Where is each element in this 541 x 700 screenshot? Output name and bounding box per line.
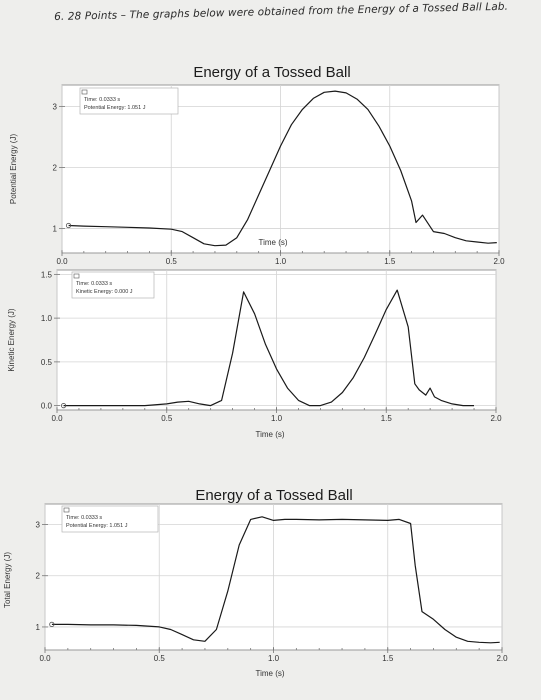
x-tick-label: 1.0 bbox=[268, 654, 280, 663]
info-box-icon bbox=[81, 89, 88, 95]
y-axis-title: Potential Energy (J) bbox=[9, 134, 18, 205]
info-line-value: Potential Energy: 1.051 J bbox=[66, 523, 128, 529]
x-axis-title: Time (s) bbox=[255, 669, 284, 678]
y-axis-title: Kinetic Energy (J) bbox=[7, 308, 16, 371]
axis-ticks bbox=[42, 524, 503, 653]
x-tick-label: 2.0 bbox=[493, 257, 505, 266]
x-tick-label: 1.5 bbox=[384, 257, 396, 266]
y-tick-label: 3 bbox=[36, 520, 41, 529]
tick-labels: 1 2 3 0.0 0.5 1.0 1.5 2.0 bbox=[36, 520, 509, 663]
info-box: Time: 0.0333 s Kinetic Energy: 0.000 J bbox=[71, 271, 155, 299]
start-point-marker bbox=[49, 621, 55, 627]
x-tick-label: 0.0 bbox=[39, 654, 51, 663]
x-tick-label: 0.5 bbox=[166, 257, 178, 266]
info-box: Time: 0.0333 s Potential Energy: 1.051 J bbox=[61, 505, 159, 533]
question-text: 6. 28 Points – The graphs below were obt… bbox=[54, 0, 509, 23]
chart-title: Energy of a Tossed Ball bbox=[193, 64, 350, 81]
kinetic-energy-line bbox=[63, 289, 474, 407]
tick-labels: 1 2 3 0.0 0.5 1.0 1.5 2.0 bbox=[53, 102, 506, 266]
total-energy-chart: Energy of a Tossed Ball 1 2 3 0.0 0.5 1.0 1.5 2… bbox=[3, 487, 509, 678]
info-line-time: Time: 0.0333 s bbox=[84, 97, 120, 103]
y-tick-label: 1 bbox=[36, 623, 41, 632]
y-tick-label: 2 bbox=[53, 163, 58, 172]
start-point-marker bbox=[65, 222, 72, 229]
info-box-frame bbox=[79, 87, 179, 115]
x-tick-label: 2.0 bbox=[490, 414, 502, 423]
y-tick-label: 1.0 bbox=[41, 314, 53, 323]
chart-title: Energy of a Tossed Ball bbox=[195, 487, 352, 504]
x-tick-label: 1.0 bbox=[275, 257, 287, 266]
y-tick-label: 2 bbox=[36, 572, 41, 581]
info-line-time: Time: 0.0333 s bbox=[76, 281, 112, 287]
info-box-frame bbox=[71, 271, 155, 299]
y-tick-label: 0.0 bbox=[41, 402, 53, 411]
x-tick-label: 0.5 bbox=[161, 414, 173, 423]
x-tick-label: 1.5 bbox=[382, 654, 394, 663]
info-line-value: Kinetic Energy: 0.000 J bbox=[76, 289, 133, 295]
x-tick-label: 1.0 bbox=[271, 414, 283, 423]
tick-labels: 0.0 0.5 1.0 1.5 0.0 0.5 1.0 1.5 2.0 bbox=[41, 270, 502, 423]
info-box: Time: 0.0333 s Potential Energy: 1.051 J bbox=[79, 87, 179, 115]
axis-ticks bbox=[54, 273, 497, 413]
x-axis-title: Time (s) bbox=[255, 430, 284, 439]
y-tick-label: 1.5 bbox=[41, 270, 53, 279]
info-line-value: Potential Energy: 1.051 J bbox=[84, 105, 146, 111]
x-axis-title: Time (s) bbox=[258, 238, 287, 247]
info-box-icon bbox=[73, 273, 80, 279]
axis-ticks bbox=[59, 105, 500, 256]
total-energy-line bbox=[51, 516, 500, 644]
y-axis-title: Total Energy (J) bbox=[3, 552, 12, 608]
x-tick-label: 0.5 bbox=[154, 654, 166, 663]
start-point-marker bbox=[60, 403, 67, 409]
x-tick-label: 2.0 bbox=[496, 654, 508, 663]
y-tick-label: 0.5 bbox=[41, 358, 53, 367]
x-tick-label: 0.0 bbox=[51, 414, 63, 423]
info-line-time: Time: 0.0333 s bbox=[66, 515, 102, 521]
info-box-icon bbox=[63, 507, 70, 513]
y-tick-label: 3 bbox=[53, 102, 58, 111]
info-box-frame bbox=[61, 505, 159, 533]
x-tick-label: 0.0 bbox=[56, 257, 68, 266]
kinetic-energy-chart: 0.0 0.5 1.0 1.5 0.0 0.5 1.0 1.5 2.0 Time (s) Kin… bbox=[7, 269, 502, 439]
potential-energy-chart: Energy of a Tossed Ball 1 2 3 0.0 0.5 1.0 1.5 2… bbox=[9, 64, 506, 266]
potential-energy-line bbox=[68, 90, 497, 247]
y-tick-label: 1 bbox=[53, 225, 58, 234]
x-tick-label: 1.5 bbox=[381, 414, 393, 423]
